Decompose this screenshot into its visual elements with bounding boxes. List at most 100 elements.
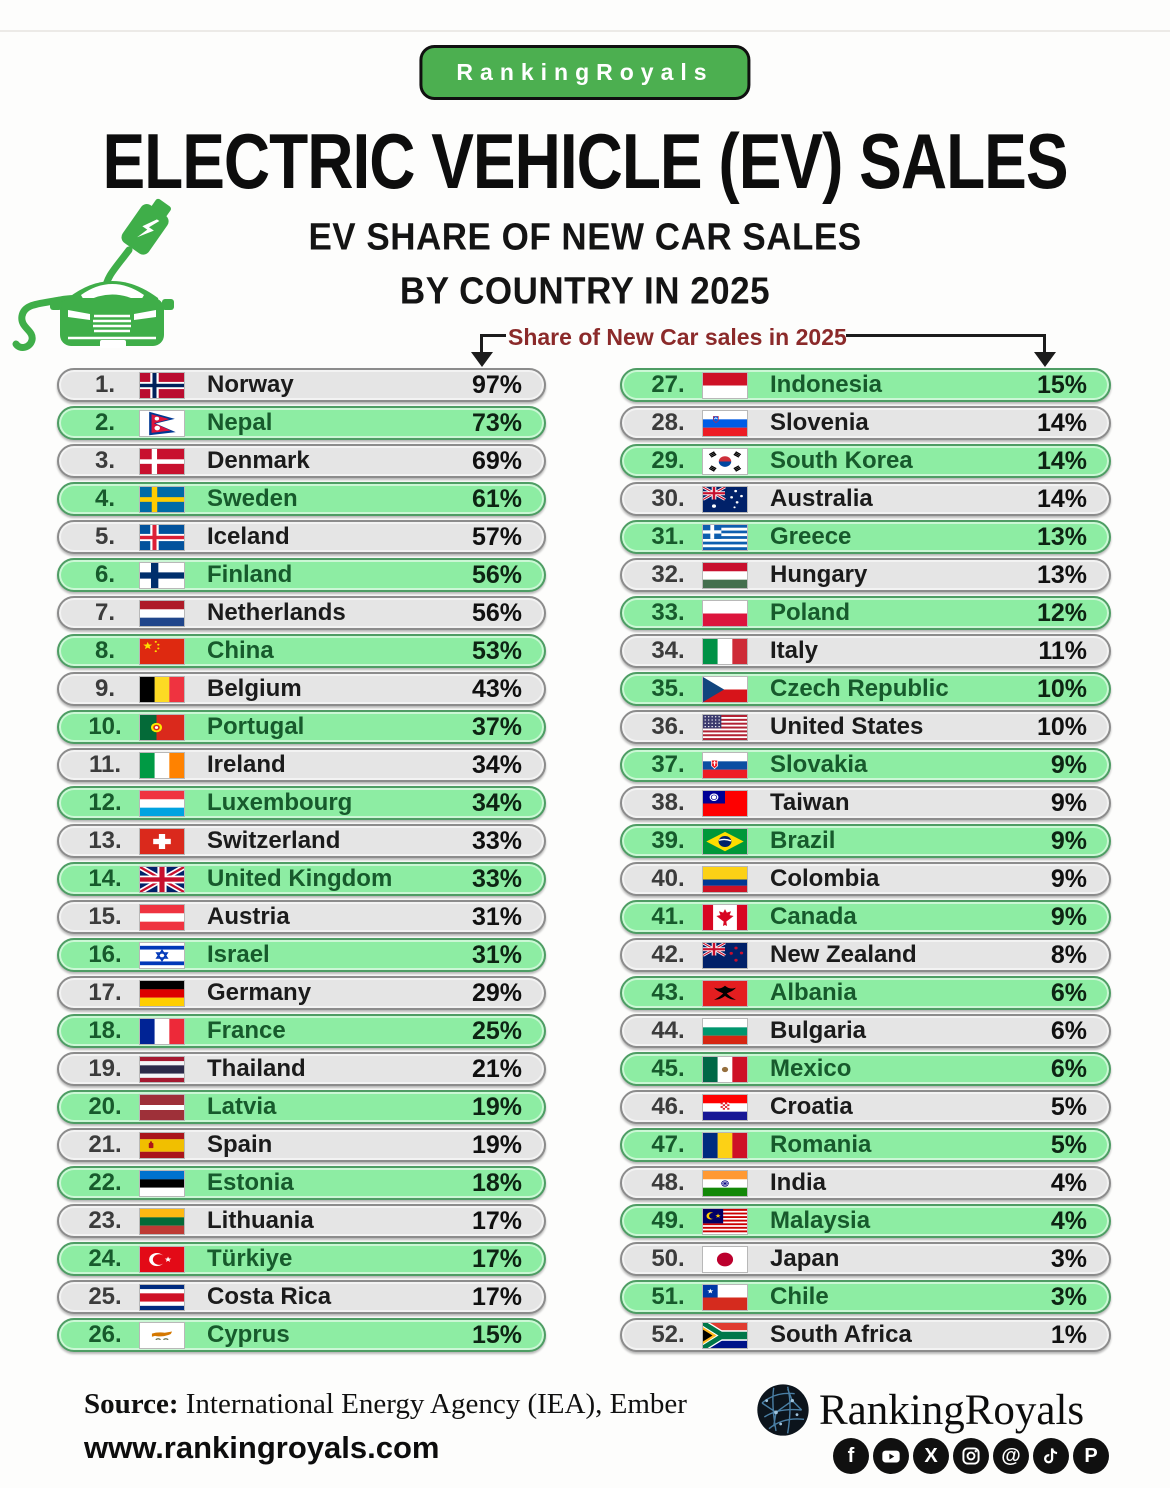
- table-row: 15. Austria 31%: [57, 900, 546, 934]
- country-name: Australia: [770, 485, 873, 512]
- ev-share-value: 14%: [1036, 484, 1087, 513]
- tiktok-icon: [1033, 1438, 1069, 1474]
- down-arrow-icon: [471, 352, 493, 367]
- ev-share-value: 25%: [471, 1016, 522, 1045]
- flag-malaysia-icon: [702, 1207, 748, 1235]
- source-text: International Energy Agency (IEA), Ember: [178, 1388, 687, 1420]
- ev-share-value: 13%: [1036, 560, 1087, 589]
- flag-ireland-icon: [139, 751, 185, 779]
- brand-row: RankingRoyals: [755, 1382, 1084, 1438]
- brand-badge: RankingRoyals: [419, 45, 751, 100]
- country-name: Lithuania: [207, 1207, 314, 1234]
- rank-number: 14.: [88, 865, 122, 892]
- country-name: United Kingdom: [207, 865, 393, 892]
- ev-share-value: 9%: [1050, 864, 1087, 893]
- flag-portugal-icon: [139, 713, 185, 741]
- ev-share-value: 3%: [1050, 1244, 1087, 1273]
- ev-share-value: 56%: [471, 598, 522, 627]
- flag-latvia-icon: [139, 1093, 185, 1121]
- flag-turkiye-icon: [139, 1245, 185, 1273]
- ev-share-value: 56%: [471, 560, 522, 589]
- flag-italy-icon: [702, 637, 748, 665]
- flag-mexico-icon: [702, 1055, 748, 1083]
- table-row: 38. Taiwan 9%: [620, 786, 1111, 820]
- country-name: Poland: [770, 599, 851, 626]
- instagram-icon: [953, 1438, 989, 1474]
- flag-southkorea-icon: [702, 447, 748, 475]
- flag-denmark-icon: [139, 447, 185, 475]
- rank-number: 29.: [651, 447, 685, 474]
- rank-number: 3.: [94, 447, 115, 474]
- table-row: 48. India 4%: [620, 1166, 1111, 1200]
- ev-share-value: 9%: [1050, 826, 1087, 855]
- rank-number: 2.: [94, 409, 115, 436]
- country-name: India: [770, 1169, 827, 1196]
- table-row: 12. Luxembourg 34%: [57, 786, 546, 820]
- ev-share-value: 1%: [1050, 1320, 1087, 1349]
- ev-share-value: 9%: [1050, 750, 1087, 779]
- ev-share-value: 57%: [471, 522, 522, 551]
- table-row: 45. Mexico 6%: [620, 1052, 1111, 1086]
- country-name: Nepal: [207, 409, 273, 436]
- flag-chile-icon: [702, 1283, 748, 1311]
- table-row: 23. Lithuania 17%: [57, 1204, 546, 1238]
- country-name: Belgium: [207, 675, 302, 702]
- youtube-icon: [873, 1438, 909, 1474]
- flag-china-icon: [139, 637, 185, 665]
- ev-share-value: 3%: [1050, 1282, 1087, 1311]
- country-name: Hungary: [770, 561, 868, 588]
- rank-number: 42.: [651, 941, 685, 968]
- flag-southafrica-icon: [702, 1321, 748, 1349]
- flag-bulgaria-icon: [702, 1017, 748, 1045]
- country-name: Cyprus: [207, 1321, 290, 1348]
- table-row: 6. Finland 56%: [57, 558, 546, 592]
- rank-number: 46.: [651, 1093, 685, 1120]
- table-row: 27. Indonesia 15%: [620, 368, 1111, 402]
- page-title: ELECTRIC VEHICLE (EV) SALES: [102, 117, 1068, 206]
- table-row: 47. Romania 5%: [620, 1128, 1111, 1162]
- rank-number: 11.: [88, 751, 122, 778]
- rank-number: 50.: [651, 1245, 685, 1272]
- country-name: France: [207, 1017, 286, 1044]
- rank-number: 22.: [88, 1169, 122, 1196]
- ev-share-value: 29%: [471, 978, 522, 1007]
- rank-number: 47.: [651, 1131, 685, 1158]
- facebook-icon: f: [833, 1438, 869, 1474]
- source-label: Source:: [84, 1388, 179, 1420]
- table-row: 8. China 53%: [57, 634, 546, 668]
- flag-belgium-icon: [139, 675, 185, 703]
- callout-line: [1043, 334, 1046, 353]
- table-row: 52. South Africa 1%: [620, 1318, 1111, 1352]
- country-name: Chile: [770, 1283, 829, 1310]
- table-row: 5. Iceland 57%: [57, 520, 546, 554]
- table-row: 30. Australia 14%: [620, 482, 1111, 516]
- rank-number: 8.: [94, 637, 115, 664]
- table-row: 36. United States 10%: [620, 710, 1111, 744]
- ev-share-value: 15%: [1036, 370, 1087, 399]
- table-row: 43. Albania 6%: [620, 976, 1111, 1010]
- callout-line: [480, 334, 483, 353]
- table-row: 20. Latvia 19%: [57, 1090, 546, 1124]
- table-row: 50. Japan 3%: [620, 1242, 1111, 1276]
- rank-number: 49.: [651, 1207, 685, 1234]
- rank-number: 17.: [88, 979, 122, 1006]
- country-name: Latvia: [207, 1093, 277, 1120]
- country-name: Greece: [770, 523, 852, 550]
- country-name: Thailand: [207, 1055, 306, 1082]
- rank-number: 7.: [94, 599, 115, 626]
- callout-label: Share of New Car sales in 2025: [508, 324, 847, 350]
- flag-france-icon: [139, 1017, 185, 1045]
- ev-share-value: 21%: [471, 1054, 522, 1083]
- ev-share-value: 9%: [1050, 788, 1087, 817]
- rank-number: 44.: [651, 1017, 685, 1044]
- flag-hungary-icon: [702, 561, 748, 589]
- table-row: 49. Malaysia 4%: [620, 1204, 1111, 1238]
- flag-czech-icon: [702, 675, 748, 703]
- subtitle-line1: EV SHARE OF NEW CAR SALES: [308, 216, 862, 259]
- table-row: 2. Nepal 73%: [57, 406, 546, 440]
- flag-estonia-icon: [139, 1169, 185, 1197]
- ev-share-value: 5%: [1050, 1092, 1087, 1121]
- flag-sweden-icon: [139, 485, 185, 513]
- table-row: 7. Netherlands 56%: [57, 596, 546, 630]
- flag-finland-icon: [139, 561, 185, 589]
